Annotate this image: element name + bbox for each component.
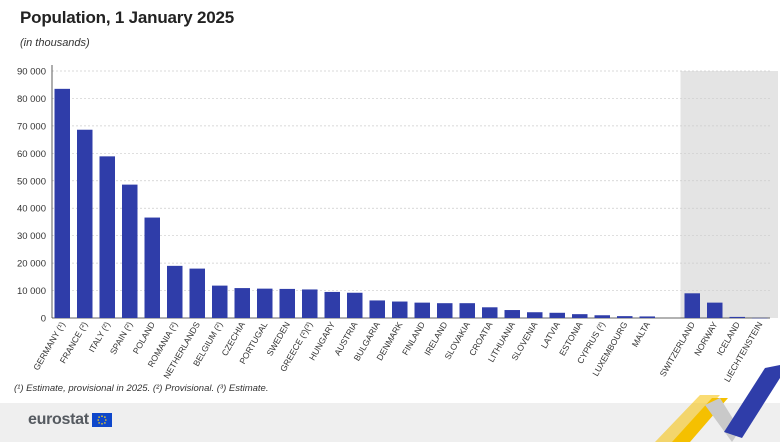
- footer-bar: [0, 403, 780, 442]
- bar: [639, 316, 655, 318]
- bar: [99, 156, 115, 318]
- bar: [572, 314, 588, 318]
- y-tick-label: 40 000: [17, 204, 46, 215]
- bar: [167, 265, 183, 318]
- eu-flag-icon: [91, 413, 112, 427]
- logo-text: eurostat: [28, 411, 89, 428]
- bar: [189, 268, 205, 318]
- chart-footnote: (¹) Estimate, provisional in 2025. (²) P…: [14, 383, 269, 394]
- bar: [369, 300, 385, 318]
- y-tick-label: 10 000: [17, 286, 46, 297]
- chart-subtitle: (in thousands): [20, 37, 90, 49]
- bar: [279, 288, 295, 318]
- bar: [594, 315, 610, 318]
- bar: [234, 288, 250, 318]
- bar: [302, 289, 318, 318]
- bar: [324, 291, 340, 318]
- y-tick-label: 70 000: [17, 121, 46, 132]
- bar: [77, 129, 93, 318]
- bar: [414, 302, 430, 318]
- bar: [482, 307, 498, 318]
- y-tick-label: 80 000: [17, 94, 46, 105]
- x-tick-label: LATVIA: [539, 320, 562, 350]
- bar: [729, 316, 745, 318]
- x-tick-label: MALTA: [630, 320, 652, 349]
- bar: [684, 293, 700, 318]
- bar: [459, 303, 475, 318]
- bar: [617, 316, 633, 318]
- bar: [549, 312, 565, 318]
- efta-band: [680, 71, 778, 318]
- y-tick-label: 90 000: [17, 67, 46, 78]
- bar: [144, 217, 160, 318]
- y-tick-label: 20 000: [17, 259, 46, 270]
- bar: [707, 302, 723, 318]
- bar: [392, 301, 408, 318]
- chart-title: Population, 1 January 2025: [20, 8, 234, 27]
- eurostat-logo: eurostat: [28, 411, 112, 429]
- y-tick-label: 30 000: [17, 231, 46, 242]
- bar: [527, 312, 543, 318]
- bar: [212, 285, 228, 318]
- bar: [437, 303, 453, 318]
- y-tick-label: 0: [41, 314, 46, 325]
- x-tick-label: SWITZERLAND: [658, 320, 697, 378]
- bar: [54, 88, 70, 318]
- y-tick-label: 50 000: [17, 176, 46, 187]
- bar: [347, 292, 363, 318]
- bar: [504, 310, 520, 318]
- y-tick-label: 60 000: [17, 149, 46, 160]
- x-tick-label: GERMANY (¹): [31, 320, 67, 372]
- bar: [122, 184, 138, 318]
- bar: [257, 288, 273, 318]
